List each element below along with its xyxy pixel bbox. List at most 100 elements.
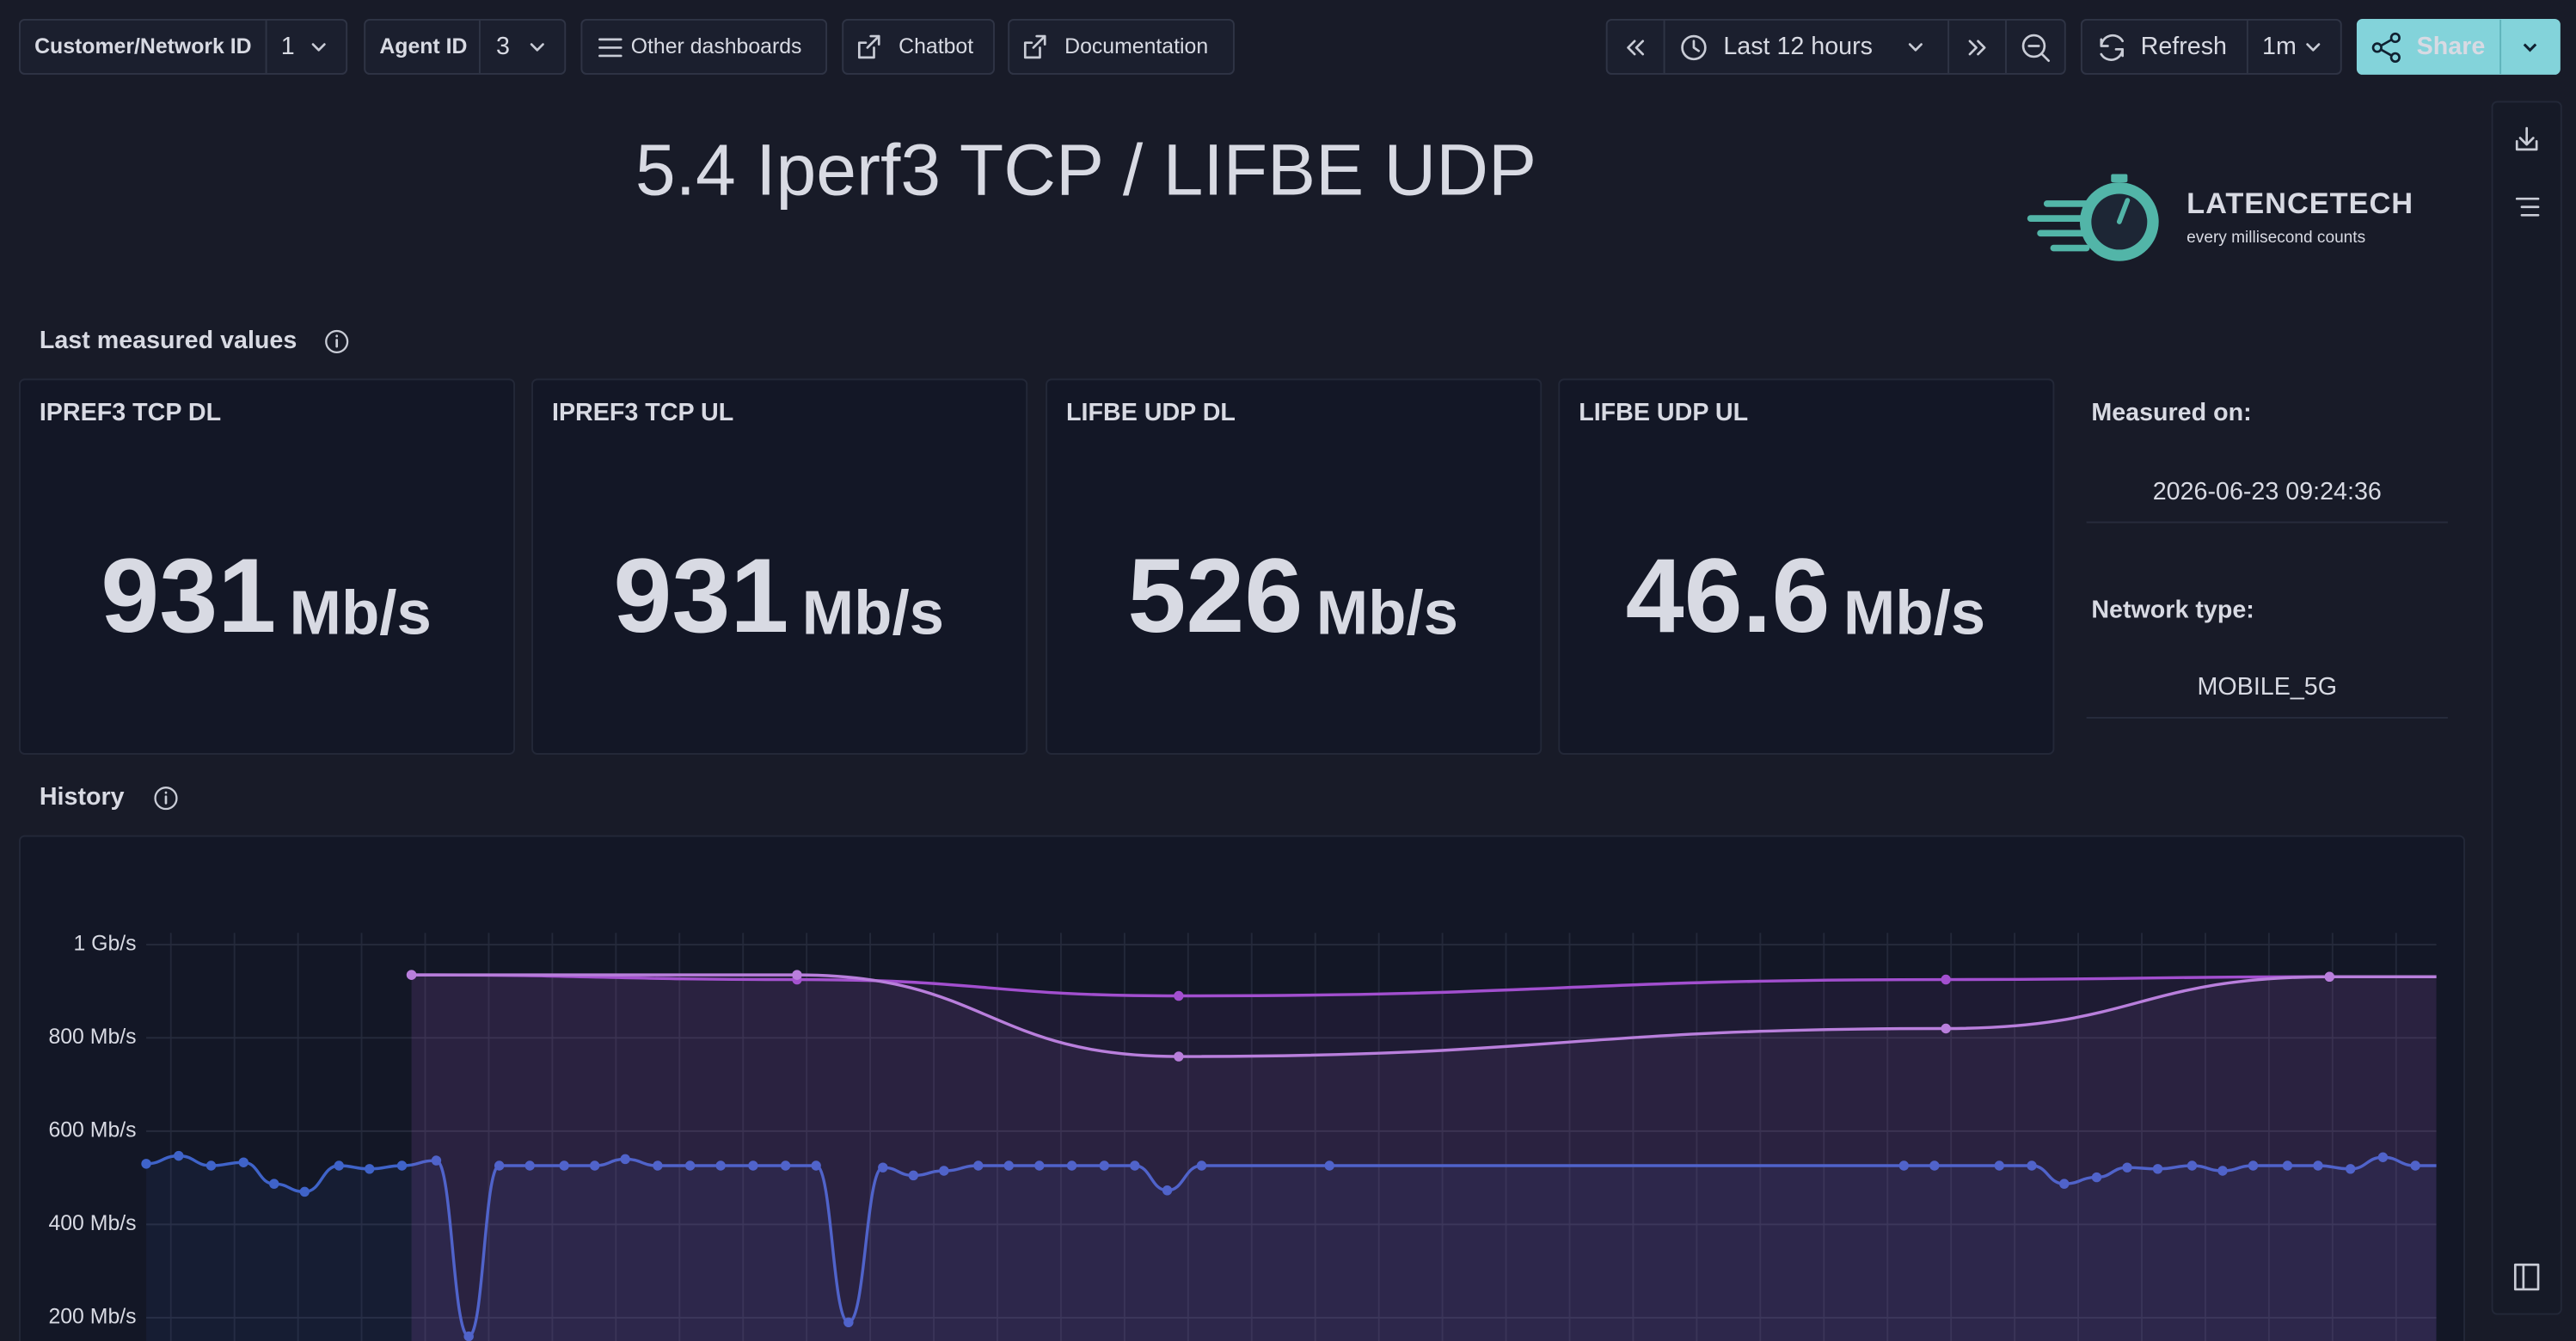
data-point	[2324, 971, 2335, 983]
data-point	[715, 1160, 726, 1171]
data-point	[365, 1164, 375, 1174]
clock-icon	[1681, 34, 1707, 61]
data-point	[620, 1154, 630, 1165]
data-point	[1174, 1051, 1184, 1062]
other-dashboards-button[interactable]	[580, 18, 828, 75]
external-link-icon	[857, 34, 880, 59]
logo-name: LATENCETECH	[2187, 187, 2413, 220]
stat-value: 526 Mb/s	[1127, 536, 1458, 654]
logo-hand	[2116, 198, 2131, 224]
customer-label: Customer/Network ID	[34, 35, 251, 58]
data-point	[524, 1160, 535, 1171]
data-point	[684, 1160, 696, 1171]
series-line	[411, 973, 2330, 998]
refresh-icon	[2100, 34, 2124, 61]
network-type-value: MOBILE_5G	[2198, 673, 2337, 701]
share-icon	[2389, 52, 2401, 63]
customer-select[interactable]	[18, 18, 348, 75]
logo-tagline: every millisecond counts	[2187, 229, 2365, 247]
y-tick-label: 1 Gb/s	[73, 932, 136, 955]
data-point	[1066, 1160, 1077, 1171]
stat-panel	[1558, 378, 2055, 755]
data-point	[1174, 990, 1184, 1001]
documentation-text: Documentation	[1064, 35, 1208, 58]
data-point	[780, 1160, 791, 1171]
stat-unit: Mb/s	[802, 579, 944, 648]
data-point	[1994, 1160, 2005, 1171]
data-point	[939, 1166, 949, 1176]
stat-panel	[18, 378, 516, 755]
stat-unit: Mb/s	[290, 579, 432, 648]
data-point	[2152, 1164, 2163, 1174]
section-title: History	[40, 783, 125, 811]
data-point	[792, 970, 802, 980]
measured-on-label: Measured on:	[2091, 399, 2251, 426]
logo	[2027, 174, 2159, 261]
info-icon[interactable]	[154, 787, 178, 811]
y-tick-label: 400 Mb/s	[48, 1212, 136, 1235]
stat-value: 46.6 Mb/s	[1626, 536, 1986, 654]
menu-icon	[598, 38, 623, 58]
data-point	[1941, 1023, 1951, 1034]
y-tick-label: 200 Mb/s	[48, 1305, 136, 1328]
logo-crown	[2111, 174, 2128, 183]
share-icon	[2389, 32, 2401, 44]
stat-label: IPREF3 TCP UL	[552, 399, 733, 426]
data-point	[1162, 1185, 1173, 1196]
info-icon[interactable]	[325, 329, 349, 353]
sidebar	[2491, 101, 2562, 1315]
data-point	[2187, 1160, 2198, 1171]
dashboard-title: 5.4 Iperf3 TCP / LIFBE UDP	[635, 130, 1536, 211]
data-point	[1898, 1160, 1910, 1171]
data-point	[1941, 974, 1951, 985]
data-point	[141, 1159, 151, 1169]
section-title: Last measured values	[40, 327, 297, 354]
time-picker[interactable]	[1605, 18, 2066, 75]
series-area	[411, 975, 2437, 1341]
stat-unit: Mb/s	[1316, 579, 1458, 648]
share-text: Share	[2417, 33, 2486, 60]
chevron-icon	[2523, 43, 2537, 52]
other-dashboards-text: Other dashboards	[631, 35, 802, 58]
data-point	[2059, 1179, 2070, 1189]
data-point	[559, 1160, 569, 1171]
chevron-icon	[530, 43, 544, 52]
data-point	[238, 1157, 248, 1167]
data-point	[334, 1160, 344, 1171]
zoom-out-lines	[2027, 45, 2050, 63]
dock-icon	[2513, 1263, 2540, 1291]
data-point	[2282, 1160, 2293, 1171]
documentation-button[interactable]	[1008, 18, 1235, 75]
network-type-label: Network type:	[2091, 596, 2254, 623]
share-icon-lines	[2379, 38, 2393, 58]
data-point	[2313, 1160, 2323, 1171]
stat-value: 931 Mb/s	[101, 536, 432, 654]
export-icon	[2515, 126, 2538, 151]
stat-panel	[1046, 378, 1543, 755]
agent-select[interactable]	[364, 18, 567, 75]
stat-value: 931 Mb/s	[613, 536, 944, 654]
data-point	[811, 1160, 821, 1171]
chatbot-text: Chatbot	[899, 35, 973, 58]
stat-number: 46.6	[1626, 536, 1831, 654]
chatbot-button[interactable]	[842, 18, 995, 75]
data-point	[653, 1160, 663, 1171]
chevron-icon	[2306, 43, 2321, 52]
zoom-icon	[2021, 34, 2046, 58]
data-point	[2377, 1152, 2389, 1162]
data-point	[878, 1162, 888, 1173]
agent-label: Agent ID	[379, 35, 467, 58]
y-tick-label: 600 Mb/s	[48, 1118, 136, 1142]
data-point	[1099, 1160, 1110, 1171]
logo-speed-line	[2027, 215, 2090, 222]
data-point	[2248, 1160, 2259, 1171]
external-link-icon	[1023, 34, 1046, 59]
series-line	[411, 973, 2330, 1058]
data-point	[406, 970, 417, 980]
refresh-button[interactable]	[2080, 18, 2342, 75]
data-point	[431, 1155, 442, 1166]
agent-value: 3	[496, 33, 510, 60]
customer-value: 1	[281, 33, 295, 60]
stat-number: 526	[1127, 536, 1303, 654]
share-button[interactable]	[2356, 18, 2561, 75]
